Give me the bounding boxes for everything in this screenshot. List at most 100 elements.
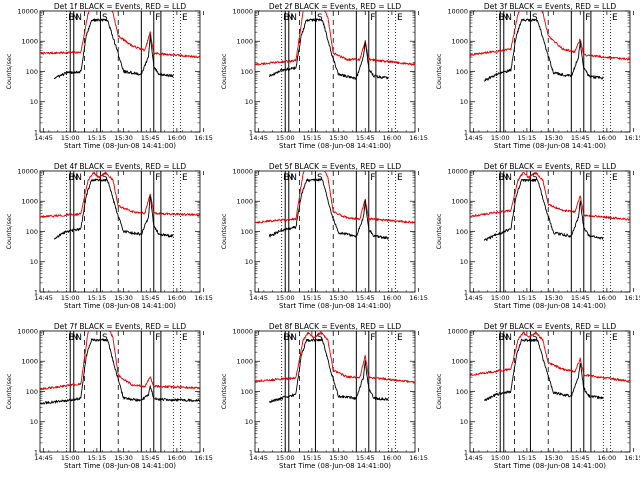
marker-label-3: N [505,333,512,343]
x-tick-label: 14:45 [249,134,268,142]
y-tick-label: 1000 [451,198,468,206]
panel-title: Det 4f BLACK = Events, RED = LLD [54,162,187,171]
y-tick-label: 100 [456,68,468,76]
marker-label-1: E [68,333,74,343]
x-tick-label: 16:15 [194,134,213,142]
x-axis-label: Start Time (08-Jun-08 14:41:00) [494,462,606,470]
y-tick-label: 10000 [17,167,38,175]
y-axis-label: Counts/sec [220,373,228,409]
x-tick-label: 15:45 [141,134,160,142]
series-line-black [269,338,389,404]
marker-label-3: N [290,13,297,23]
x-tick-label: 15:00 [491,134,510,142]
y-tick-label: 1000 [451,358,468,366]
x-tick-label: 15:15 [303,134,322,142]
y-tick-label: 1000 [21,358,38,366]
marker-label-2: N [72,173,79,183]
y-tick-label: 10000 [232,167,253,175]
y-tick-label: 1000 [236,358,253,366]
marker-label-2: N [72,333,79,343]
y-tick-label: 1 [464,128,468,136]
x-tick-label: 15:15 [518,294,537,302]
y-tick-label: 10000 [447,7,468,15]
marker-label-2: N [287,333,294,343]
y-axis-label: Counts/sec [435,213,443,249]
series-group [40,11,200,80]
x-tick-label: 14:45 [249,294,268,302]
y-axis-label: Counts/sec [5,53,13,89]
y-tick-label: 1 [34,448,38,456]
marker-label-1: E [68,173,74,183]
panel-frame [469,170,631,293]
panel-frame [469,10,631,133]
y-tick-label: 10 [245,418,253,426]
x-tick-label: 16:15 [409,294,428,302]
series-line-red [255,11,415,66]
series-group [470,331,630,401]
series-group [255,171,415,240]
series-line-red [470,331,630,383]
x-tick-label: 15:45 [571,134,590,142]
x-tick-label: 15:30 [329,134,348,142]
x-tick-label: 16:15 [624,134,640,142]
marker-label-8: F [155,333,160,343]
marker-label-8: F [370,13,375,23]
x-tick-label: 15:00 [61,454,80,462]
y-tick-label: 10000 [447,327,468,335]
marker-label-1: E [498,173,504,183]
x-axis-label: Start Time (08-Jun-08 14:41:00) [64,462,176,470]
y-axis-label: Counts/sec [220,213,228,249]
y-tick-label: 100 [241,68,253,76]
y-tick-label: 10000 [17,327,38,335]
x-tick-label: 14:45 [34,134,53,142]
y-tick-label: 10000 [447,167,468,175]
x-tick-label: 15:30 [329,294,348,302]
x-tick-label: 14:45 [249,454,268,462]
panel-frame [254,170,416,293]
x-tick-label: 15:15 [88,294,107,302]
x-tick-label: 15:00 [276,134,295,142]
series-line-black [484,18,604,82]
y-tick-label: 100 [26,68,38,76]
x-tick-label: 15:45 [356,134,375,142]
marker-label-11: E [182,173,188,183]
marker-label-1: E [283,173,289,183]
panel-frame [254,330,416,453]
series-group [40,171,200,240]
y-tick-label: 1 [249,288,253,296]
marker-label-5: S [102,13,108,23]
marker-label-8: F [370,333,375,343]
marker-label-11: E [182,13,188,23]
series-group [470,11,630,82]
x-tick-label: 15:30 [114,454,133,462]
x-tick-label: 15:00 [276,454,295,462]
marker-label-2: N [502,13,509,23]
series-line-red [40,331,200,391]
series-line-black [268,178,389,240]
y-tick-label: 10 [30,98,38,106]
y-tick-label: 1 [34,128,38,136]
y-axis-label: Counts/sec [435,53,443,89]
y-tick-label: 100 [241,388,253,396]
y-tick-label: 10 [460,98,468,106]
y-tick-label: 1 [464,288,468,296]
x-tick-label: 15:00 [276,294,295,302]
y-tick-label: 1000 [451,38,468,46]
y-tick-label: 10000 [232,7,253,15]
marker-label-11: E [182,333,188,343]
x-tick-label: 14:45 [464,134,483,142]
y-tick-label: 100 [241,228,253,236]
x-axis-label: Start Time (08-Jun-08 14:41:00) [279,302,391,310]
y-tick-label: 1000 [21,198,38,206]
y-tick-label: 100 [26,228,38,236]
marker-label-8: F [585,173,590,183]
marker-label-1: E [498,333,504,343]
